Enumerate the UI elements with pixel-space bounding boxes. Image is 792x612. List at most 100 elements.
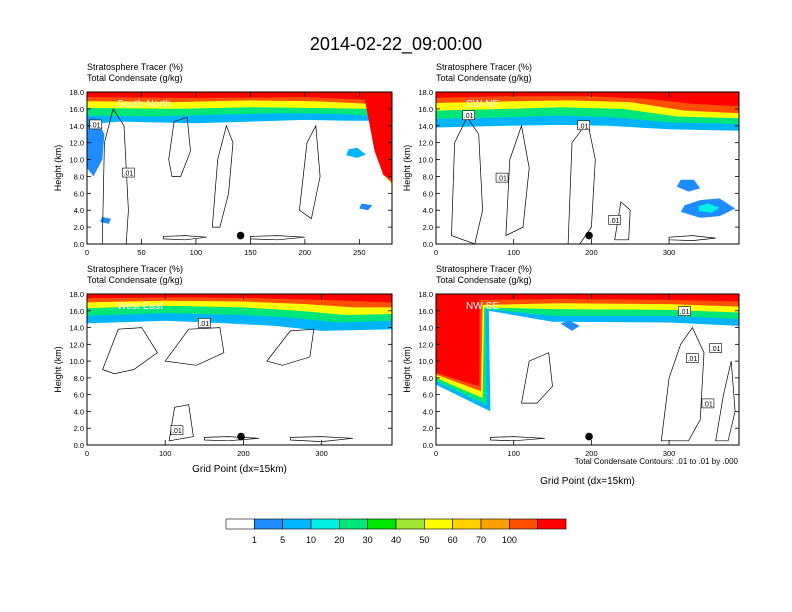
svg-text:.01: .01: [680, 309, 690, 316]
tracer-shading: [87, 294, 392, 331]
contour-line: [668, 235, 716, 241]
location-marker: [237, 432, 245, 441]
contour-line: [567, 120, 596, 244]
contour-label: .01: [462, 110, 475, 120]
y-tick-label: 6.0: [423, 391, 433, 400]
colorbar-label: 100: [502, 535, 517, 545]
y-tick-label: 4.0: [423, 407, 433, 416]
y-tick-label: 2.0: [74, 424, 84, 433]
panel-subtitle-condensate: Total Condensate (g/kg): [436, 275, 532, 285]
tracer-region: [346, 147, 366, 158]
panel-subtitle-tracer: Stratosphere Tracer (%): [87, 264, 183, 274]
y-tick-label: 10.0: [69, 156, 84, 165]
plot-frame: [435, 91, 740, 245]
colorbar-label: 60: [448, 535, 458, 545]
panel-subtitle-condensate: Total Condensate (g/kg): [436, 73, 532, 83]
contour-line: [211, 124, 234, 228]
panel-subtitle-tracer: Stratosphere Tracer (%): [436, 62, 532, 72]
y-tick-label: 8.0: [423, 172, 433, 181]
y-tick-label: 18.0: [69, 88, 84, 97]
panel-label: NW-SE: [466, 301, 499, 312]
panel-subtitle-tracer: Stratosphere Tracer (%): [87, 62, 183, 72]
contour-line: [521, 352, 553, 404]
tracer-region: [87, 92, 392, 168]
y-tick-label: 2.0: [423, 223, 433, 232]
y-axis-label: Height (km): [402, 346, 412, 393]
tracer-region: [87, 92, 392, 184]
contour-line: [289, 436, 353, 442]
contour-line: [660, 326, 705, 442]
contour-footnote: Total Condensate Contours: .01 to .01 by…: [575, 457, 739, 466]
y-tick-label: 14.0: [69, 122, 84, 131]
y-tick-label: 2.0: [423, 424, 433, 433]
colorbar-swatch: [367, 518, 397, 530]
colorbar-swatch: [424, 518, 453, 530]
x-tick-label: 50: [137, 248, 145, 257]
contour-line: [505, 124, 530, 237]
y-tick-label: 16.0: [69, 105, 84, 114]
colorbar-label: 50: [419, 535, 429, 545]
figure-title: 2014-02-22_09:00:00: [310, 34, 482, 55]
x-tick-label: 200: [299, 248, 312, 257]
svg-text:.01: .01: [579, 123, 589, 130]
contour-label: .01: [89, 119, 103, 129]
colorbar-label: 70: [476, 535, 486, 545]
panel-nw-se: Stratosphere Tracer (%)Total Condensate …: [402, 264, 740, 487]
contour-label: .01: [198, 318, 211, 328]
y-tick-label: 10.0: [418, 357, 433, 366]
contour-line: [299, 124, 321, 220]
y-axis-label: Height (km): [402, 145, 412, 192]
y-tick-label: 6.0: [423, 189, 433, 198]
x-tick-label: 200: [585, 248, 598, 257]
x-tick-label: 100: [159, 449, 172, 458]
y-tick-label: 2.0: [74, 223, 84, 232]
condensate-contours: [490, 326, 736, 442]
y-tick-label: 0.0: [423, 441, 433, 450]
colorbar-swatch: [537, 518, 567, 530]
contour-line: [168, 116, 191, 177]
panels: Stratosphere Tracer (%)Total Condensate …: [53, 62, 740, 487]
x-tick-label: 200: [585, 449, 598, 458]
x-tick-label: 0: [85, 248, 89, 257]
x-axis-label: Grid Point (dx=15km): [192, 464, 287, 475]
contour-line: [614, 201, 631, 241]
contour-label: .01: [495, 172, 509, 183]
svg-text:.01: .01: [124, 171, 134, 178]
condensate-contours: [101, 108, 321, 244]
contour-label: .01: [709, 343, 722, 353]
condensate-contours: [102, 327, 353, 442]
colorbar-swatch: [509, 518, 538, 530]
y-tick-label: 14.0: [69, 324, 84, 333]
contour-line: [250, 235, 305, 241]
panel-sw-ne: Stratosphere Tracer (%)Total Condensate …: [402, 62, 740, 257]
y-tick-label: 16.0: [418, 307, 433, 316]
plot-frame: [86, 293, 393, 446]
colorbar-swatch: [254, 518, 283, 530]
panel-label: South-North: [117, 99, 171, 110]
colorbar-swatch: [480, 518, 510, 530]
panel-label: West-East: [117, 301, 163, 312]
x-tick-label: 0: [434, 449, 438, 458]
colorbar-label: 40: [391, 535, 401, 545]
y-axis-label: Height (km): [53, 346, 63, 393]
panel-subtitle-condensate: Total Condensate (g/kg): [87, 73, 183, 83]
y-tick-label: 12.0: [418, 139, 433, 148]
x-tick-label: 100: [507, 449, 520, 458]
y-tick-label: 18.0: [418, 88, 433, 97]
panel-south-north: Stratosphere Tracer (%)Total Condensate …: [53, 62, 393, 257]
svg-text:.01: .01: [497, 176, 507, 183]
colorbar-swatch: [339, 518, 368, 530]
tracer-region: [436, 92, 739, 107]
x-tick-label: 100: [190, 248, 203, 257]
y-tick-label: 6.0: [74, 391, 84, 400]
plot-frame: [86, 91, 393, 245]
y-tick-label: 16.0: [69, 307, 84, 316]
x-axis-label: Grid Point (dx=15km): [540, 476, 635, 487]
y-tick-label: 10.0: [418, 156, 433, 165]
y-tick-label: 12.0: [69, 340, 84, 349]
contour-line: [101, 108, 129, 244]
y-tick-label: 4.0: [74, 206, 84, 215]
contour-line: [266, 328, 315, 366]
colorbar: 1 5 10 20 30 40 50 60 70 100: [225, 518, 567, 545]
contour-label: .01: [701, 398, 715, 408]
